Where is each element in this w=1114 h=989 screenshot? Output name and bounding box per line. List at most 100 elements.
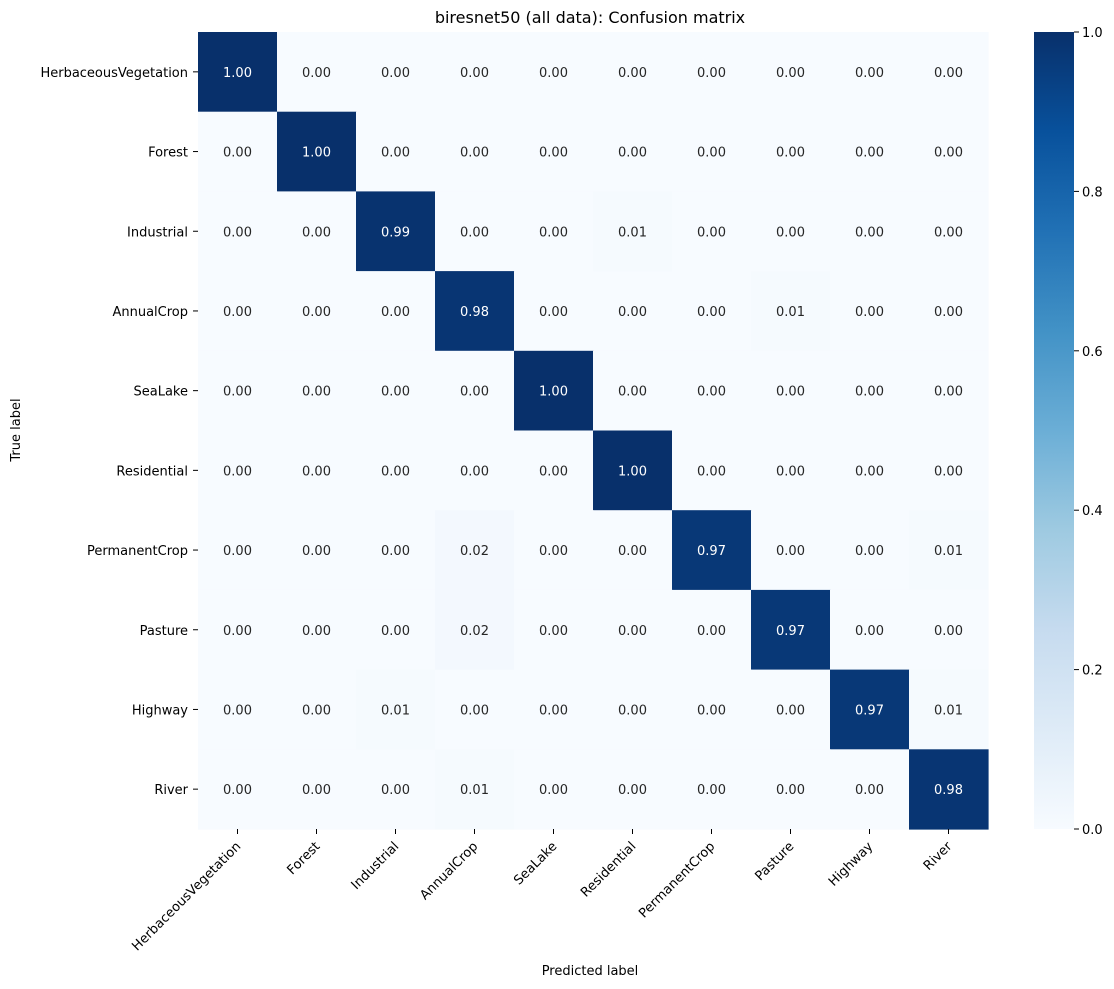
heatmap-cell: [672, 430, 752, 511]
heatmap-cell: [830, 350, 910, 432]
cell-value-label: 0.00: [776, 146, 805, 161]
heatmap-cell: [909, 749, 989, 830]
cell-value-label: 0.01: [934, 544, 963, 559]
cell-value-label: 0.00: [223, 464, 252, 479]
cell-value-label: 0.00: [302, 66, 331, 81]
heatmap-cell: [672, 271, 752, 352]
cell-value-label: 0.00: [776, 544, 805, 559]
x-axis: HerbaceousVegetation Forest Industrial Annu…: [129, 829, 956, 954]
heatmap-cell: [277, 749, 357, 830]
cell-value-label: 0.00: [460, 464, 489, 479]
colorbar-tick-label: 0.8: [1082, 185, 1103, 200]
heatmap-cell: [830, 749, 910, 830]
heatmap-cell: [672, 111, 752, 192]
heatmap-cell: [593, 111, 673, 192]
y-tick-label: SeaLake: [134, 385, 189, 400]
cell-value-label: 0.00: [381, 544, 410, 559]
cell-value-label: 0.00: [776, 703, 805, 718]
heatmap-cells: [198, 32, 989, 830]
cell-value-label: 0.00: [460, 385, 489, 400]
heatmap-cell: [830, 32, 910, 113]
colorbar-tick-label: 0.0: [1082, 823, 1103, 838]
y-tick-label: HerbaceousVegetation: [40, 66, 188, 81]
cell-value-label: 0.00: [697, 305, 726, 320]
cell-value-label: 0.00: [697, 464, 726, 479]
cell-value-label: 0.00: [539, 624, 568, 639]
colorbar-tick-label: 0.6: [1082, 345, 1103, 360]
cell-value-label: 0.00: [302, 464, 331, 479]
x-tick-label: Industrial: [349, 839, 403, 893]
y-tick-label: AnnualCrop: [112, 305, 188, 320]
heatmap-cell: [514, 191, 594, 272]
x-tick-label: Forest: [285, 839, 324, 878]
heatmap-cell: [593, 32, 673, 113]
heatmap-cell: [672, 350, 752, 432]
heatmap-cell: [277, 32, 357, 113]
heatmap-cell: [277, 271, 357, 352]
heatmap-cell: [593, 271, 673, 352]
heatmap-cell: [909, 430, 989, 511]
heatmap-cell: [435, 32, 515, 113]
cell-value-label: 0.00: [697, 66, 726, 81]
cell-value-label: 0.00: [302, 703, 331, 718]
colorbar-tick-label: 0.4: [1082, 504, 1103, 519]
cell-value-label: 0.00: [223, 385, 252, 400]
cell-value-label: 0.00: [539, 703, 568, 718]
cell-value-label: 0.98: [934, 783, 963, 798]
heatmap-cell: [435, 350, 515, 432]
cell-value-label: 0.00: [618, 544, 647, 559]
heatmap-cell: [909, 589, 989, 671]
heatmap-cell: [198, 749, 278, 830]
cell-value-label: 0.00: [934, 66, 963, 81]
heatmap-cell: [909, 271, 989, 352]
heatmap-cell: [514, 589, 594, 671]
cell-value-label: 0.00: [618, 385, 647, 400]
cell-value-label: 0.00: [697, 703, 726, 718]
heatmap-cell: [751, 510, 831, 591]
heatmap-cell: [435, 589, 515, 671]
cell-value-label: 0.00: [855, 66, 884, 81]
heatmap-cell: [909, 111, 989, 192]
cell-value-label: 0.98: [460, 305, 489, 320]
heatmap-cell: [198, 350, 278, 432]
heatmap-cell: [514, 111, 594, 192]
cell-value-label: 0.00: [223, 544, 252, 559]
cell-value-label: 0.00: [618, 783, 647, 798]
cell-value-label: 0.00: [460, 225, 489, 240]
heatmap-cell: [435, 111, 515, 192]
heatmap-cell: [514, 510, 594, 591]
heatmap-cell: [593, 350, 673, 432]
cell-value-label: 0.00: [539, 544, 568, 559]
heatmap-cell: [198, 191, 278, 272]
y-tick-label: Highway: [132, 703, 188, 718]
cell-value-label: 0.00: [697, 146, 726, 161]
heatmap-cell: [514, 430, 594, 511]
cell-value-label: 0.99: [381, 225, 410, 240]
heatmap-cell: [672, 589, 752, 671]
heatmap-cell: [277, 350, 357, 432]
cell-value-label: 0.01: [776, 305, 805, 320]
cell-value-label: 0.00: [302, 225, 331, 240]
heatmap-cell: [356, 510, 436, 591]
heatmap-cell-labels: 1.00 0.00 0.00 0.00 0.00 0.00 0.00 0.00 0.00 0.00…: [223, 66, 963, 798]
cell-value-label: 0.00: [855, 783, 884, 798]
cell-value-label: 0.00: [539, 783, 568, 798]
cell-value-label: 0.00: [855, 385, 884, 400]
cell-value-label: 0.00: [934, 225, 963, 240]
cell-value-label: 0.00: [618, 66, 647, 81]
cell-value-label: 0.00: [934, 305, 963, 320]
heatmap-cell: [751, 32, 831, 113]
heatmap-cell: [672, 669, 752, 750]
heatmap-cell: [751, 589, 831, 671]
cell-value-label: 0.97: [697, 544, 726, 559]
cell-value-label: 0.00: [697, 385, 726, 400]
x-tick-label: Pasture: [753, 839, 798, 884]
heatmap-cell: [751, 430, 831, 511]
heatmap-cell: [356, 111, 436, 192]
cell-value-label: 0.00: [618, 703, 647, 718]
heatmap-cell: [514, 350, 594, 432]
heatmap-cell: [198, 510, 278, 591]
cell-value-label: 0.00: [539, 464, 568, 479]
colorbar: [1034, 32, 1074, 829]
cell-value-label: 0.00: [381, 624, 410, 639]
